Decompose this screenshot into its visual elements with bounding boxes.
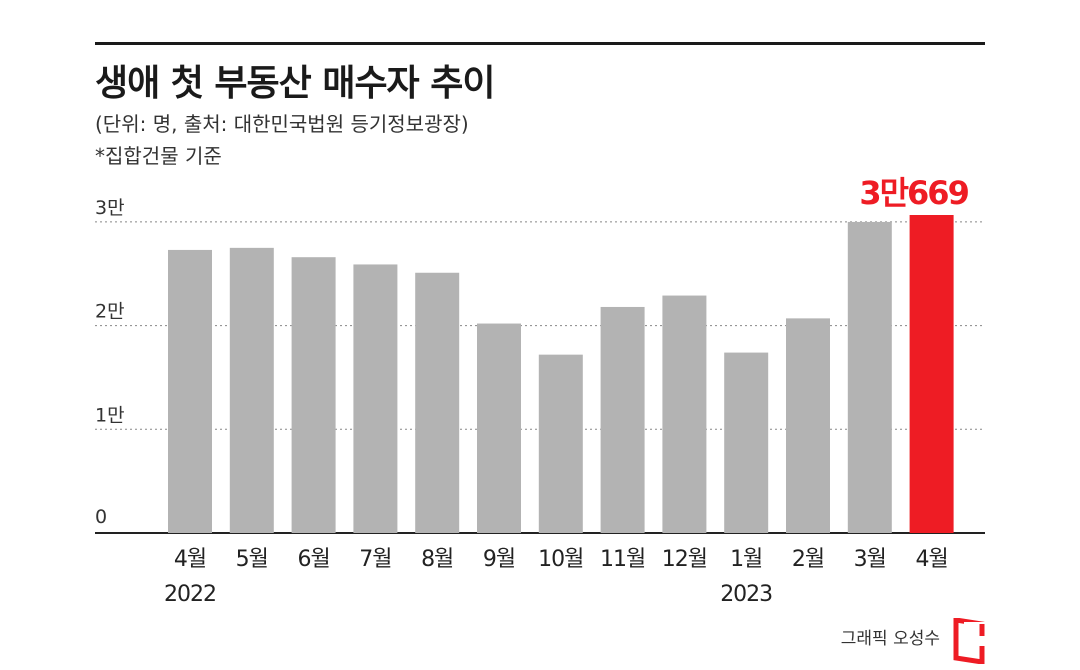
x-tick-label: 12월 [662,547,707,572]
x-tick-label: 6월 [297,547,329,572]
bar [724,352,769,533]
red-bracket-logo-icon [953,618,986,664]
year-label: 2022 [164,582,216,607]
highlight-value-label: 3만669 [859,174,968,212]
chart-note: *집합건물 기준 [95,144,222,168]
bar [538,354,583,533]
label-layer: 0 1만 2만 3만 4월 5월 6월 7월 8월 9월 10월 11월 12월 1월 2월 3월 4월 2022… [95,174,971,607]
graphic-credit: 그래픽 오성수 [840,629,940,649]
x-tick-label: 7월 [359,547,391,572]
top-rule [95,42,985,45]
x-tick-label: 9월 [483,547,515,572]
bar [600,306,645,533]
bar-layer [168,215,954,534]
chart-subtitle: (단위: 명, 출처: 대한민국법원 등기정보광장) [95,112,469,136]
y-tick-label: 3만 [95,197,125,219]
y-tick-label: 2만 [95,301,125,323]
bar [291,257,336,533]
x-tick-label: 1월 [730,547,762,572]
x-tick-label: 4월 [915,547,947,572]
bar [229,247,274,534]
x-tick-label: 5월 [236,547,268,572]
x-tick-label: 11월 [600,547,645,572]
bar [353,264,398,533]
x-tick-label: 3월 [854,547,886,572]
bar [168,249,212,533]
x-tick-label: 10월 [538,547,583,572]
x-tick-label: 2월 [792,547,824,572]
bar [847,221,892,533]
bar [786,318,830,533]
bar-highlight [909,215,954,533]
y-tick-label: 0 [95,506,107,528]
x-tick-label: 8월 [421,547,453,572]
x-tick-label: 4월 [174,547,206,572]
bar [477,323,521,533]
y-tick-label: 1만 [95,404,125,426]
bar [662,295,707,533]
chart-title: 생애 첫 부동산 매수자 추이 [95,63,495,104]
bar [415,272,460,533]
year-label: 2023 [720,582,772,607]
